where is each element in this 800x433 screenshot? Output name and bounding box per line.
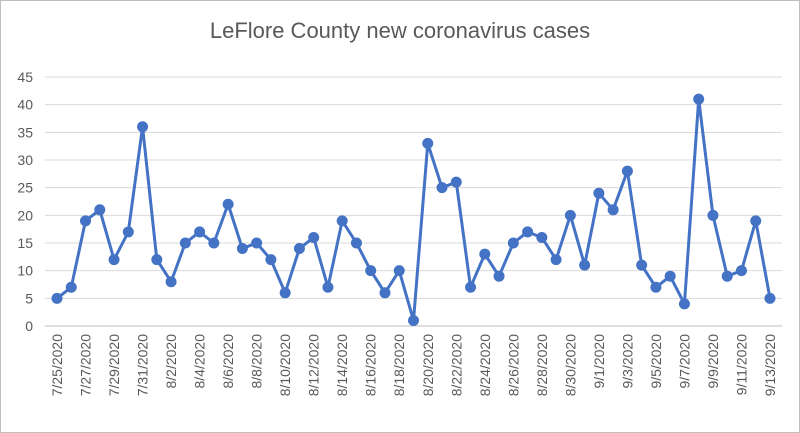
data-point <box>564 209 576 221</box>
data-point <box>179 237 191 249</box>
data-point <box>735 265 747 277</box>
data-point <box>65 281 77 293</box>
data-point <box>365 265 377 277</box>
y-tick-label: 10 <box>17 263 33 279</box>
x-tick-label: 9/1/2020 <box>591 334 607 389</box>
x-tick-label: 9/9/2020 <box>705 334 721 389</box>
data-point <box>678 298 690 310</box>
x-tick-label: 7/29/2020 <box>106 334 122 396</box>
x-tick-label: 8/2/2020 <box>163 334 179 389</box>
x-tick-label: 7/25/2020 <box>49 334 65 396</box>
data-point <box>493 270 505 282</box>
x-tick-label: 8/20/2020 <box>420 334 436 396</box>
series-cases <box>51 93 776 326</box>
y-tick-label: 25 <box>17 180 33 196</box>
x-tick-label: 7/31/2020 <box>135 334 151 396</box>
data-point <box>308 231 320 243</box>
x-tick-label: 8/30/2020 <box>562 334 578 396</box>
data-point <box>764 292 776 304</box>
data-point <box>51 292 63 304</box>
data-point <box>251 237 263 249</box>
x-tick-label: 9/13/2020 <box>762 334 778 396</box>
data-point <box>293 243 305 255</box>
x-tick-label: 8/4/2020 <box>192 334 208 389</box>
data-point <box>607 204 619 216</box>
x-tick-label: 8/28/2020 <box>534 334 550 396</box>
data-point <box>80 215 92 227</box>
x-tick-label: 8/26/2020 <box>505 334 521 396</box>
chart-title: LeFlore County new coronavirus cases <box>209 18 591 43</box>
data-point <box>350 237 362 249</box>
data-point <box>94 204 106 216</box>
data-point <box>165 276 177 288</box>
x-tick-label: 8/16/2020 <box>363 334 379 396</box>
y-tick-label: 20 <box>17 207 33 223</box>
x-tick-label: 8/12/2020 <box>306 334 322 396</box>
data-point <box>593 187 605 199</box>
data-point <box>194 226 206 238</box>
data-point <box>137 121 149 133</box>
data-point <box>550 254 562 266</box>
x-tick-label: 7/27/2020 <box>78 334 94 396</box>
data-point <box>707 209 719 221</box>
x-tick-label: 8/24/2020 <box>477 334 493 396</box>
data-point <box>721 270 733 282</box>
x-tick-label: 8/10/2020 <box>277 334 293 396</box>
y-axis: 0 5 10 15 20 25 30 35 40 45 <box>17 69 33 334</box>
data-point <box>279 287 291 299</box>
data-point <box>422 137 434 149</box>
data-point <box>621 165 633 177</box>
x-tick-label: 9/11/2020 <box>733 334 749 395</box>
x-tick-label: 8/18/2020 <box>391 334 407 396</box>
gridlines <box>45 76 782 327</box>
data-point <box>208 237 220 249</box>
data-point <box>322 281 334 293</box>
data-point <box>236 243 248 255</box>
x-tick-label: 8/22/2020 <box>448 334 464 396</box>
data-point <box>536 231 548 243</box>
y-tick-label: 5 <box>25 290 33 306</box>
data-point <box>650 281 662 293</box>
x-tick-label: 8/14/2020 <box>334 334 350 396</box>
data-point <box>450 176 462 188</box>
y-tick-label: 30 <box>17 152 33 168</box>
data-point <box>108 254 120 266</box>
data-point <box>664 270 676 282</box>
data-point <box>265 254 277 266</box>
y-tick-label: 40 <box>17 97 33 113</box>
y-tick-label: 0 <box>25 318 33 334</box>
data-point <box>479 248 491 260</box>
y-tick-label: 15 <box>17 235 33 251</box>
data-point <box>436 182 448 194</box>
data-point <box>465 281 477 293</box>
x-axis: 7/25/2020 7/27/2020 7/29/2020 7/31/2020 8/2/… <box>49 334 778 397</box>
y-tick-label: 35 <box>17 124 33 140</box>
data-point <box>579 259 591 271</box>
data-point <box>750 215 762 227</box>
x-tick-label: 9/5/2020 <box>648 334 664 389</box>
data-point <box>393 265 405 277</box>
data-point <box>408 314 419 326</box>
x-tick-label: 8/8/2020 <box>249 334 265 389</box>
data-point <box>636 259 648 271</box>
data-point <box>379 287 391 299</box>
data-point <box>336 215 348 227</box>
data-point <box>522 226 534 238</box>
data-point <box>507 237 519 249</box>
x-tick-label: 9/7/2020 <box>676 334 692 389</box>
data-point <box>122 226 134 238</box>
x-tick-label: 9/3/2020 <box>619 334 635 389</box>
data-point <box>222 198 234 210</box>
y-tick-label: 45 <box>17 69 33 85</box>
data-point <box>151 254 163 266</box>
x-tick-label: 8/6/2020 <box>220 334 236 389</box>
data-point <box>693 93 705 105</box>
